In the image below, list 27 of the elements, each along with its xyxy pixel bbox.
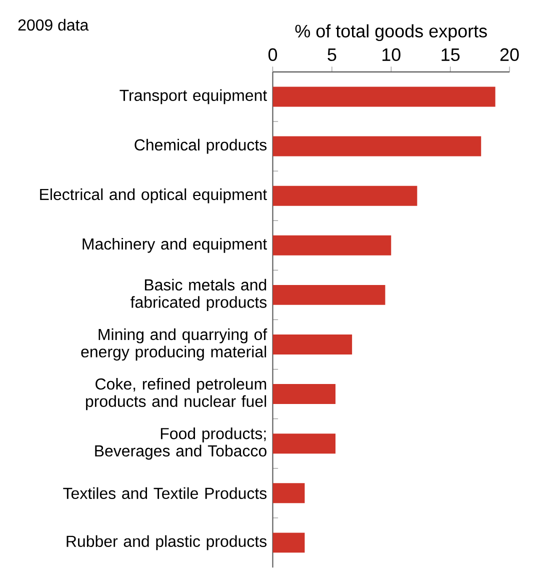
- bar: [272, 434, 336, 454]
- y-tick-label: Transport equipment: [119, 89, 267, 104]
- y-tick-label: Basic metals and fabricated products: [130, 278, 266, 312]
- bar: [272, 284, 385, 305]
- y-tick-label: Coke, refined petroleum products and nuclear fuel: [86, 378, 266, 410]
- y-tick-label: Rubber and plastic products: [66, 535, 266, 550]
- bar: [272, 532, 304, 553]
- bar: [272, 186, 417, 206]
- bar: [272, 483, 304, 504]
- bar: [272, 136, 481, 156]
- bar: [272, 235, 391, 256]
- y-tick-label: Food products; Beverages and Tobacco: [94, 427, 266, 460]
- y-tick-label: Textiles and Textile Products: [62, 487, 266, 500]
- y-tick-label: Machinery and equipment: [82, 238, 267, 253]
- y-tick-label: Chemical products: [134, 138, 266, 154]
- bar: [272, 334, 352, 354]
- bar: [272, 86, 496, 107]
- x-tick-label: 20: [500, 48, 519, 62]
- x-tick-label: 5: [327, 48, 336, 62]
- x-tick-label: 0: [268, 48, 277, 62]
- text: 2009 data: [18, 18, 88, 31]
- y-tick-label: Electrical and optical equipment: [40, 188, 267, 204]
- x-axis-title: % of total goods exports: [295, 24, 487, 42]
- y-tick-label: Mining and quarrying of energy producing material: [80, 328, 267, 361]
- x-tick-label: 15: [441, 48, 460, 62]
- bar: [272, 384, 336, 404]
- x-tick-label: 10: [382, 48, 400, 62]
